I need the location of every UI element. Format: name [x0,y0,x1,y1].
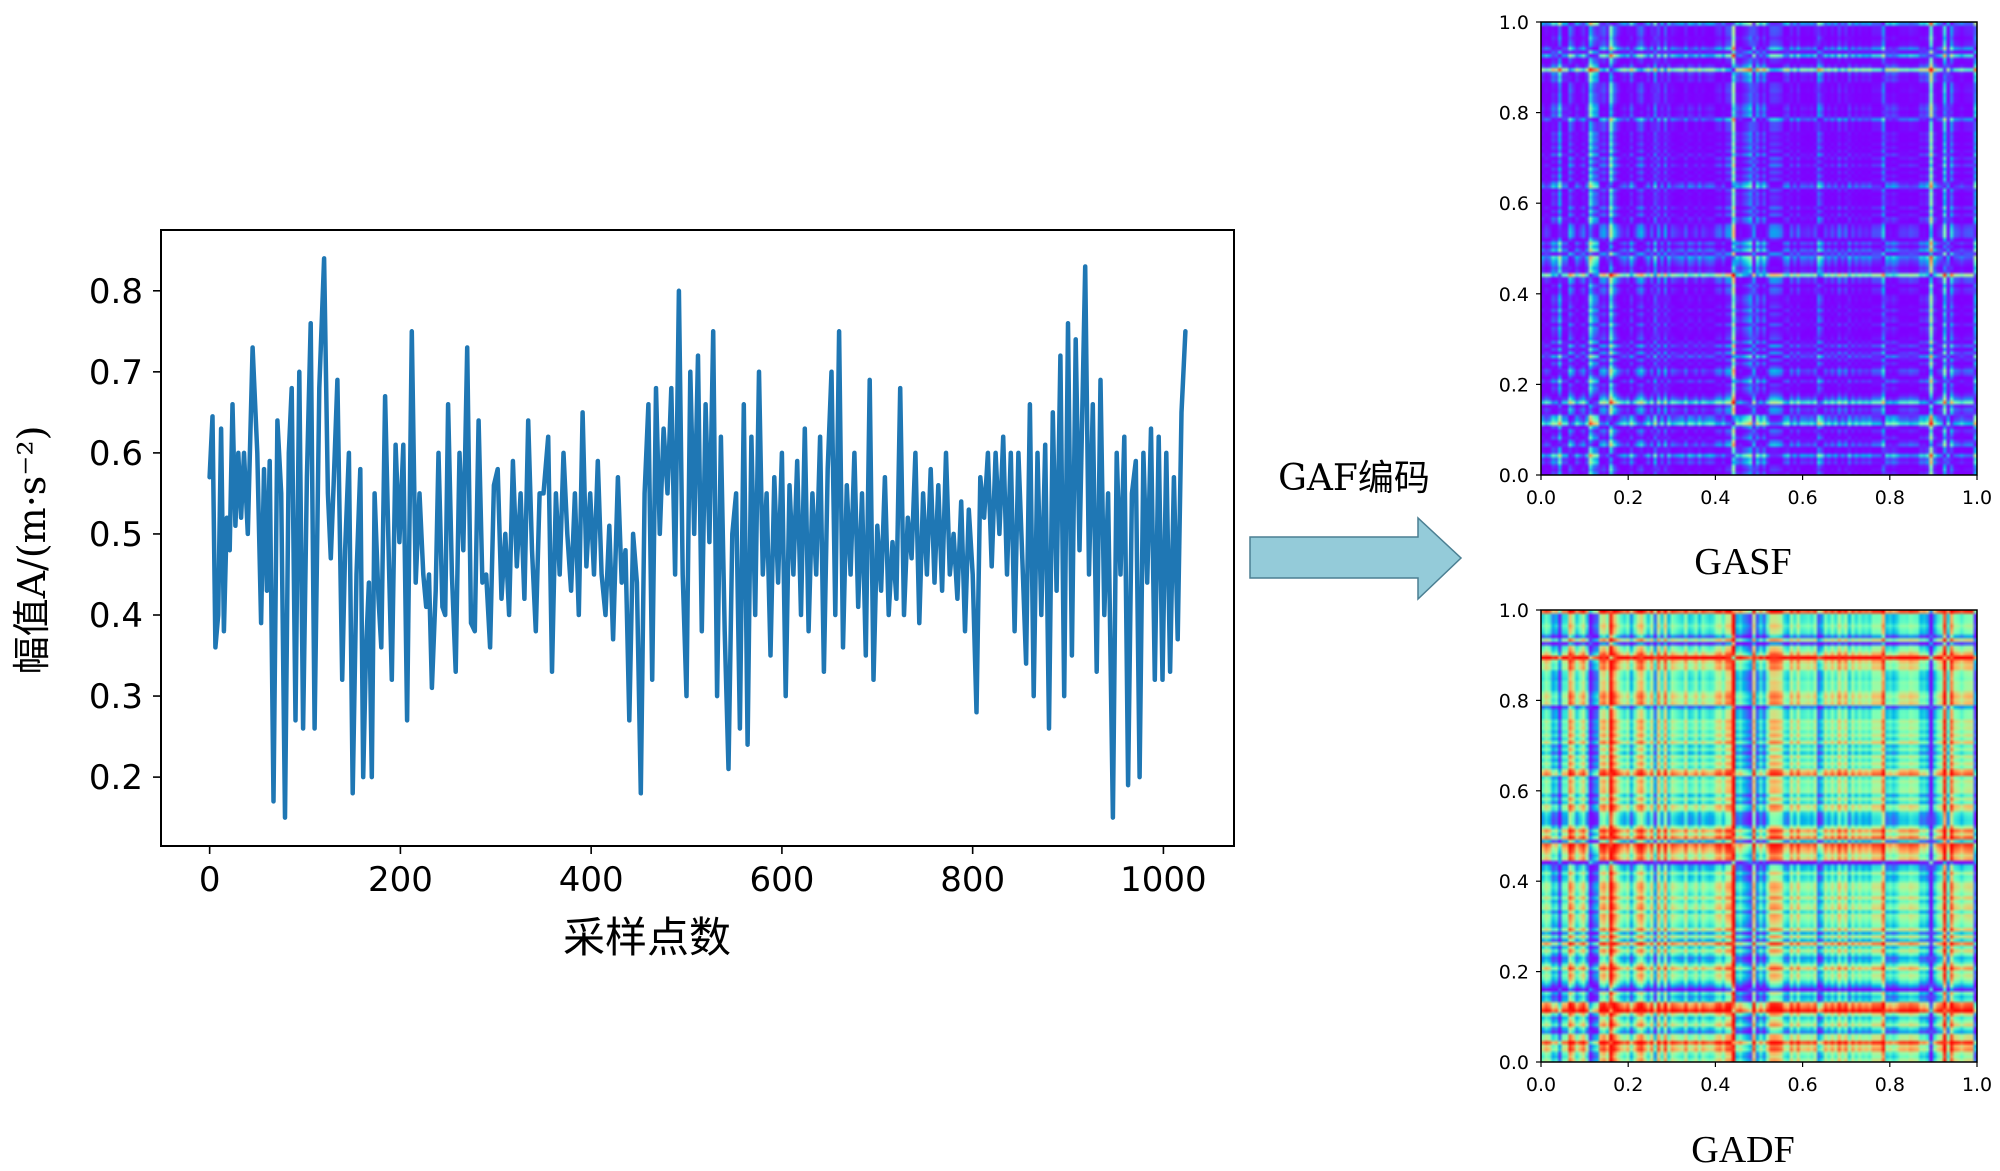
gasf-caption: GASF [1694,541,1791,583]
x-tick-label: 0.0 [1526,487,1556,509]
heatmap-frame [1540,609,1978,1063]
x-axis-label: 采样点数 [563,913,731,962]
line-chart-frame [160,229,1235,847]
gadf-heatmap-image [1541,610,1977,1062]
y-tick-label: 0.0 [1499,1052,1529,1074]
arrow-label: GAF编码 [1278,458,1430,499]
x-tick-label: 0.4 [1700,487,1730,509]
x-tick-label: 800 [940,860,1005,900]
x-tick-label: 200 [368,860,433,900]
y-tick-label: 0.4 [1499,871,1529,893]
y-tick-label: 0.4 [1499,284,1529,306]
y-tick-label: 0.2 [1499,962,1529,984]
x-axis: 0 200 400 600 800 1000 [199,846,1207,900]
x-tick-label: 0.2 [1613,1074,1643,1096]
y-tick-label: 0.0 [1499,465,1529,487]
y-tick-label: 1.0 [1499,12,1529,34]
y-tick-label: 0.6 [1499,193,1529,215]
y-axis-label: 幅值A/(m·s⁻²) [10,426,54,675]
y-tick-label: 0.8 [1499,103,1529,125]
y-tick-label: 1.0 [1499,600,1529,622]
x-tick-label: 0.0 [1526,1074,1556,1096]
y-tick-label: 0.5 [89,515,143,555]
x-tick-label: 400 [559,860,624,900]
x-tick-label: 0.4 [1700,1074,1730,1096]
y-axis: 0.2 0.3 0.4 0.5 0.6 0.7 0.8 [89,272,161,798]
gasf-heatmap-image [1541,22,1977,475]
y-tick-label: 0.8 [1499,690,1529,712]
y-tick-label: 0.4 [89,596,143,636]
y-tick-label: 0.2 [1499,374,1529,396]
gadf-panel: 0.0 0.2 0.4 0.6 0.8 1.0 0.0 0.2 0.4 0.6 0.8 1.0 [1499,600,1992,1096]
y-tick-label: 0.3 [89,677,143,717]
right-arrow-icon [1249,516,1463,601]
x-tick-label: 1.0 [1962,487,1992,509]
y-tick-label: 0.6 [89,434,143,474]
series-line [207,256,1188,820]
y-tick-label: 0.2 [89,758,143,798]
x-tick-label: 1.0 [1962,1074,1992,1096]
x-tick-label: 0.6 [1787,487,1817,509]
gaf-encoding-arrow: GAF编码 [1249,458,1463,601]
y-tick-label: 0.7 [89,353,143,393]
line-chart: 0 200 400 600 800 1000 0.20.30.40.50.60.70.8 … [10,229,1235,962]
x-tick-label: 0 [199,860,221,900]
x-tick-label: 1000 [1120,860,1207,900]
heatmap-frame [1540,21,1978,476]
x-tick-label: 0.8 [1875,1074,1905,1096]
y-tick-label: 0.6 [1499,781,1529,803]
gasf-panel: 0.0 0.2 0.4 0.6 0.8 1.0 0.0 0.2 0.4 0.6 0.8 1.0 [1499,12,1992,509]
y-tick-label: 0.8 [89,272,143,312]
x-tick-label: 600 [749,860,814,900]
gadf-caption: GADF [1691,1129,1794,1171]
x-tick-label: 0.8 [1875,487,1905,509]
x-tick-label: 0.2 [1613,487,1643,509]
x-tick-label: 0.6 [1787,1074,1817,1096]
